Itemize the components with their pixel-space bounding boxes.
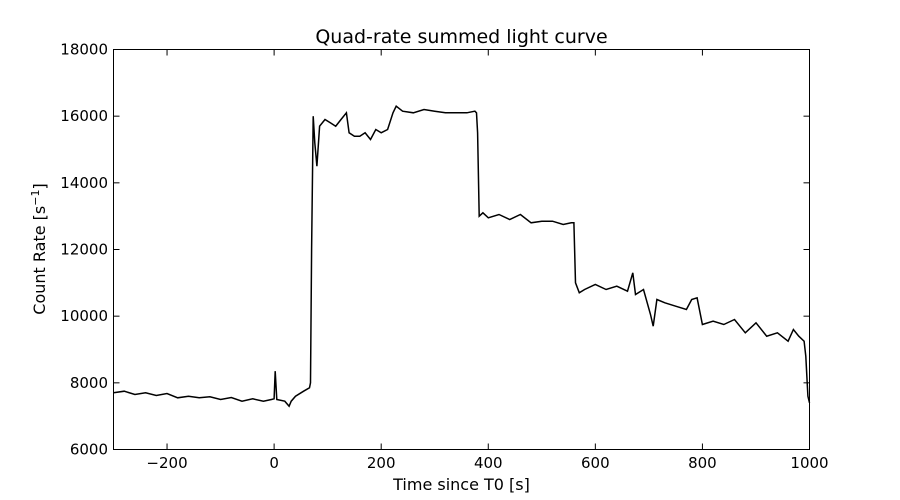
- x-tick-label: 1000: [790, 454, 828, 472]
- chart-title: Quad-rate summed light curve: [315, 26, 607, 48]
- y-tick-label: 16000: [60, 107, 108, 125]
- x-tick-label: 200: [367, 454, 396, 472]
- x-tick-label: −200: [146, 454, 187, 472]
- x-tick-label: 400: [474, 454, 503, 472]
- y-tick-label: 14000: [60, 174, 108, 192]
- y-tick-label: 12000: [60, 241, 108, 259]
- y-tick-label: 10000: [60, 307, 108, 325]
- y-axis-label-main: Count Rate [s: [30, 206, 49, 315]
- y-axis-label: Count Rate [s−1]: [29, 183, 49, 314]
- x-axis-label: Time since T0 [s]: [392, 475, 530, 494]
- y-tick-label: 8000: [70, 374, 108, 392]
- y-axis-ticks: 6000 8000 10000 12000 14000 16000 18000: [60, 41, 810, 459]
- x-tick-label: 0: [269, 454, 279, 472]
- x-tick-label: 800: [688, 454, 717, 472]
- x-tick-label: 600: [581, 454, 610, 472]
- y-tick-label: 18000: [60, 41, 108, 59]
- y-tick-label: 6000: [70, 441, 108, 459]
- y-axis-label-end: ]: [30, 183, 49, 189]
- y-axis-label-superscript: −1: [29, 190, 42, 206]
- plot-frame: [113, 49, 810, 450]
- x-axis-ticks: −200 0 200 400 600 800 1000: [146, 49, 829, 472]
- light-curve-series: [113, 105, 811, 408]
